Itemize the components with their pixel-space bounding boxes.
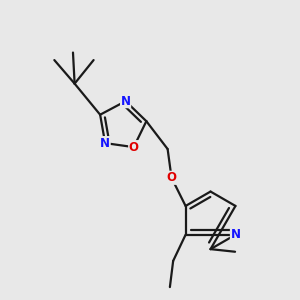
Text: N: N — [230, 228, 241, 241]
Text: N: N — [100, 136, 110, 150]
Text: N: N — [121, 95, 130, 108]
Text: O: O — [167, 171, 176, 184]
Text: O: O — [129, 141, 139, 154]
